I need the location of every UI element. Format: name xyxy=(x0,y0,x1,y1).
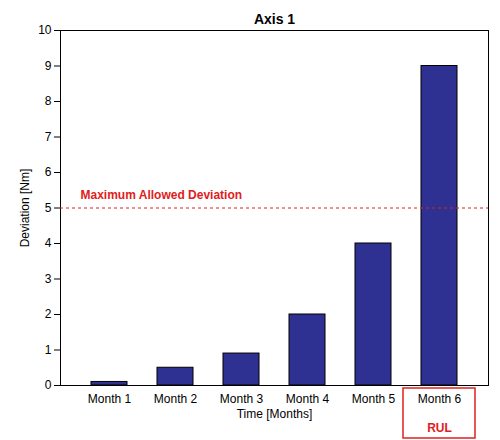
svg-text:Month 5: Month 5 xyxy=(352,392,396,406)
svg-text:RUL: RUL xyxy=(427,421,452,435)
svg-text:Axis 1: Axis 1 xyxy=(254,11,295,27)
svg-text:2: 2 xyxy=(45,307,52,321)
svg-text:10: 10 xyxy=(38,23,52,37)
svg-text:Month 4: Month 4 xyxy=(286,392,330,406)
svg-text:3: 3 xyxy=(45,272,52,286)
svg-text:9: 9 xyxy=(45,59,52,73)
svg-text:Month 2: Month 2 xyxy=(154,392,198,406)
svg-text:8: 8 xyxy=(45,94,52,108)
svg-text:0: 0 xyxy=(45,378,52,392)
svg-text:5: 5 xyxy=(45,201,52,215)
svg-text:4: 4 xyxy=(45,236,52,250)
svg-text:Month 1: Month 1 xyxy=(88,392,132,406)
svg-text:Time [Months]: Time [Months] xyxy=(237,407,313,421)
svg-text:7: 7 xyxy=(45,130,52,144)
svg-text:Deviation [Nm]: Deviation [Nm] xyxy=(18,169,32,248)
svg-text:Maximum Allowed Deviation: Maximum Allowed Deviation xyxy=(81,188,243,202)
svg-text:Month 6: Month 6 xyxy=(418,392,462,406)
svg-text:1: 1 xyxy=(45,343,52,357)
svg-text:6: 6 xyxy=(45,165,52,179)
svg-text:Month 3: Month 3 xyxy=(220,392,264,406)
